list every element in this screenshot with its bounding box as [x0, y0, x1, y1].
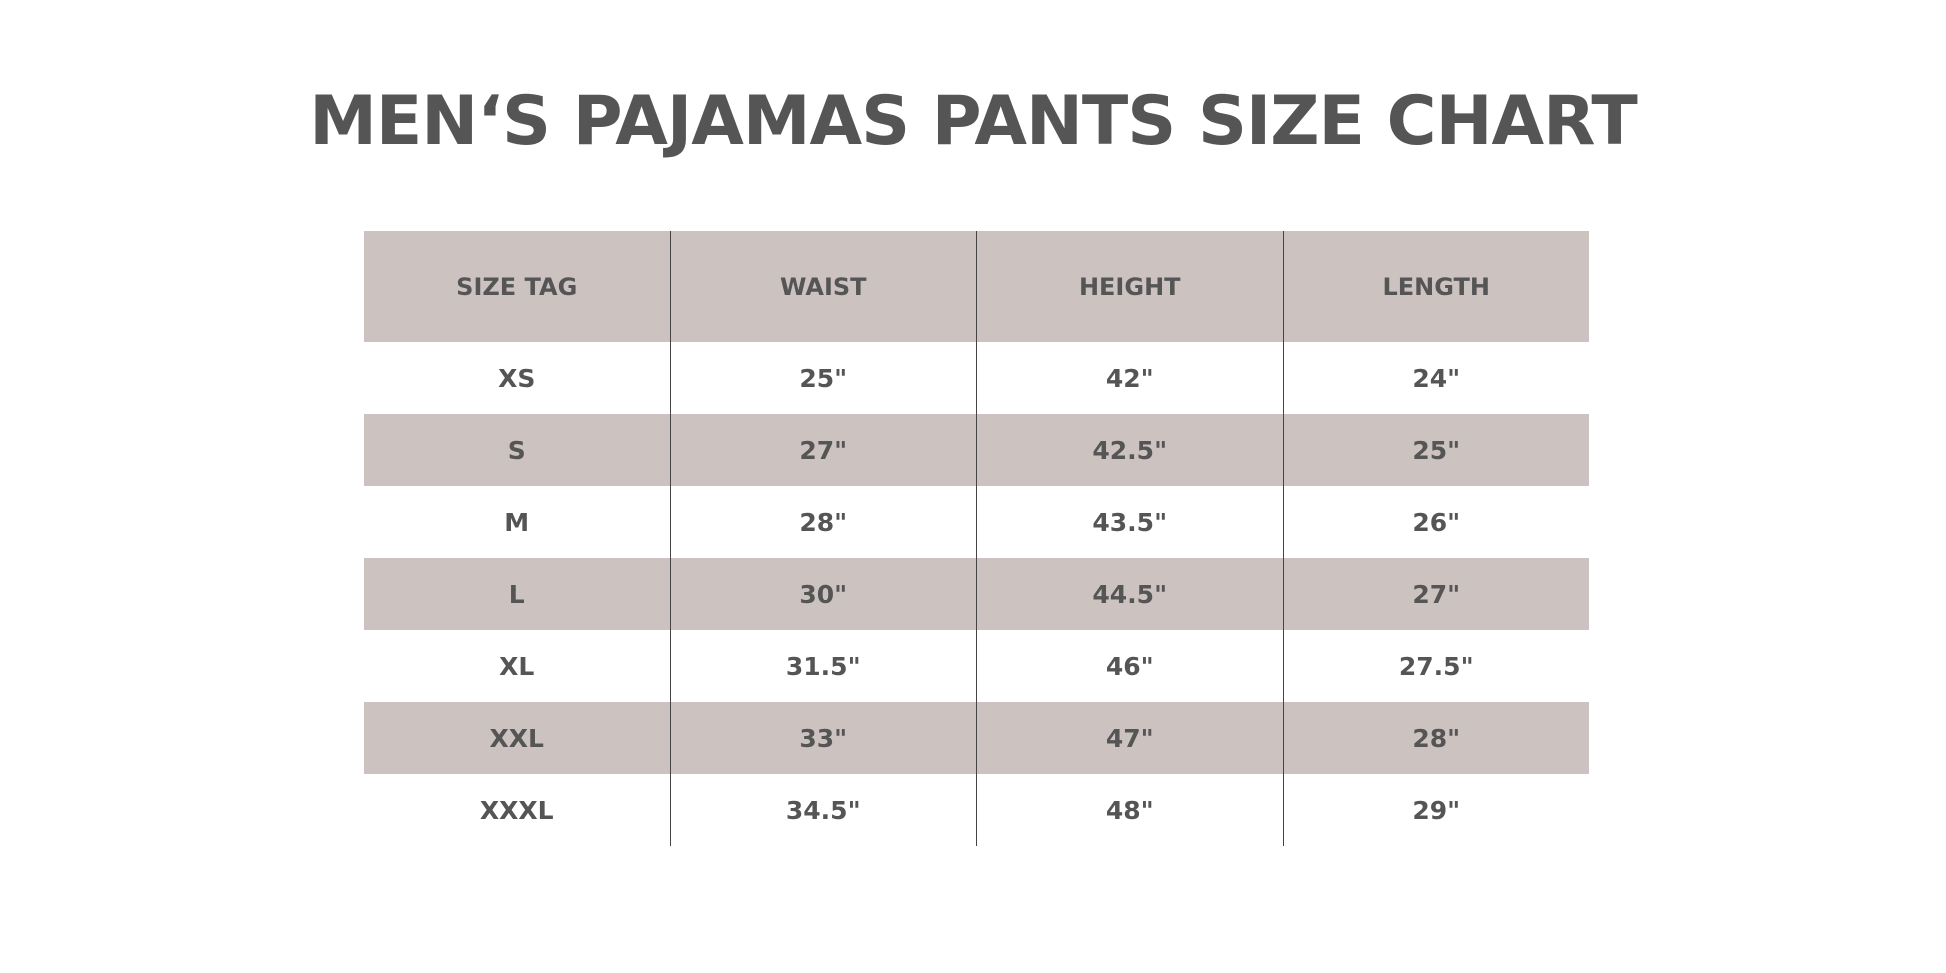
cell-height: 43.5"	[976, 486, 1283, 558]
header-size-tag: SIZE TAG	[456, 272, 578, 301]
table-row: XXL 33" 47" 28"	[364, 702, 1589, 774]
header-length: LENGTH	[1282, 231, 1590, 342]
cell-waist: 25"	[669, 342, 977, 414]
cell-waist: 33"	[669, 702, 977, 774]
cell-length: 28"	[1282, 702, 1590, 774]
size-chart-table: SIZE TAG WAIST HEIGHT LENGTH XS 25" 42" 24"…	[364, 231, 1589, 846]
table-row: M 28" 43.5" 26"	[364, 486, 1589, 558]
cell-length: 27"	[1282, 558, 1590, 630]
page-title: MEN‘S PAJAMAS PANTS SIZE CHART	[309, 82, 1638, 161]
cell-height: 42.5"	[976, 414, 1283, 486]
cell-height: 48"	[976, 774, 1283, 846]
cell-length: 24"	[1282, 342, 1590, 414]
table-row: XS 25" 42" 24"	[364, 342, 1589, 414]
cell-size-tag: S	[507, 435, 526, 465]
table-header-row: SIZE TAG WAIST HEIGHT LENGTH	[364, 231, 1589, 342]
cell-length: 29"	[1282, 774, 1590, 846]
cell-size-tag: L	[508, 579, 525, 609]
cell-waist: 34.5"	[669, 774, 977, 846]
cell-length: 27.5"	[1282, 630, 1590, 702]
cell-length: 26"	[1282, 486, 1590, 558]
cell-size-tag: XXL	[489, 723, 544, 753]
cell-waist: 27"	[669, 414, 977, 486]
cell-size-tag: M	[504, 507, 530, 537]
cell-height: 44.5"	[976, 558, 1283, 630]
cell-height: 42"	[976, 342, 1283, 414]
cell-waist: 30"	[669, 558, 977, 630]
cell-waist: 31.5"	[669, 630, 977, 702]
cell-length: 25"	[1282, 414, 1590, 486]
cell-size-tag: XL	[499, 651, 535, 681]
cell-height: 46"	[976, 630, 1283, 702]
table-row: XL 31.5" 46" 27.5"	[364, 630, 1589, 702]
cell-waist: 28"	[669, 486, 977, 558]
cell-size-tag: XXXL	[479, 795, 554, 825]
header-height: HEIGHT	[976, 231, 1283, 342]
header-waist: WAIST	[669, 231, 977, 342]
cell-height: 47"	[976, 702, 1283, 774]
table-row: L 30" 44.5" 27"	[364, 558, 1589, 630]
cell-size-tag: XS	[498, 363, 536, 393]
table-row: XXXL 34.5" 48" 29"	[364, 774, 1589, 846]
table-row: S 27" 42.5" 25"	[364, 414, 1589, 486]
